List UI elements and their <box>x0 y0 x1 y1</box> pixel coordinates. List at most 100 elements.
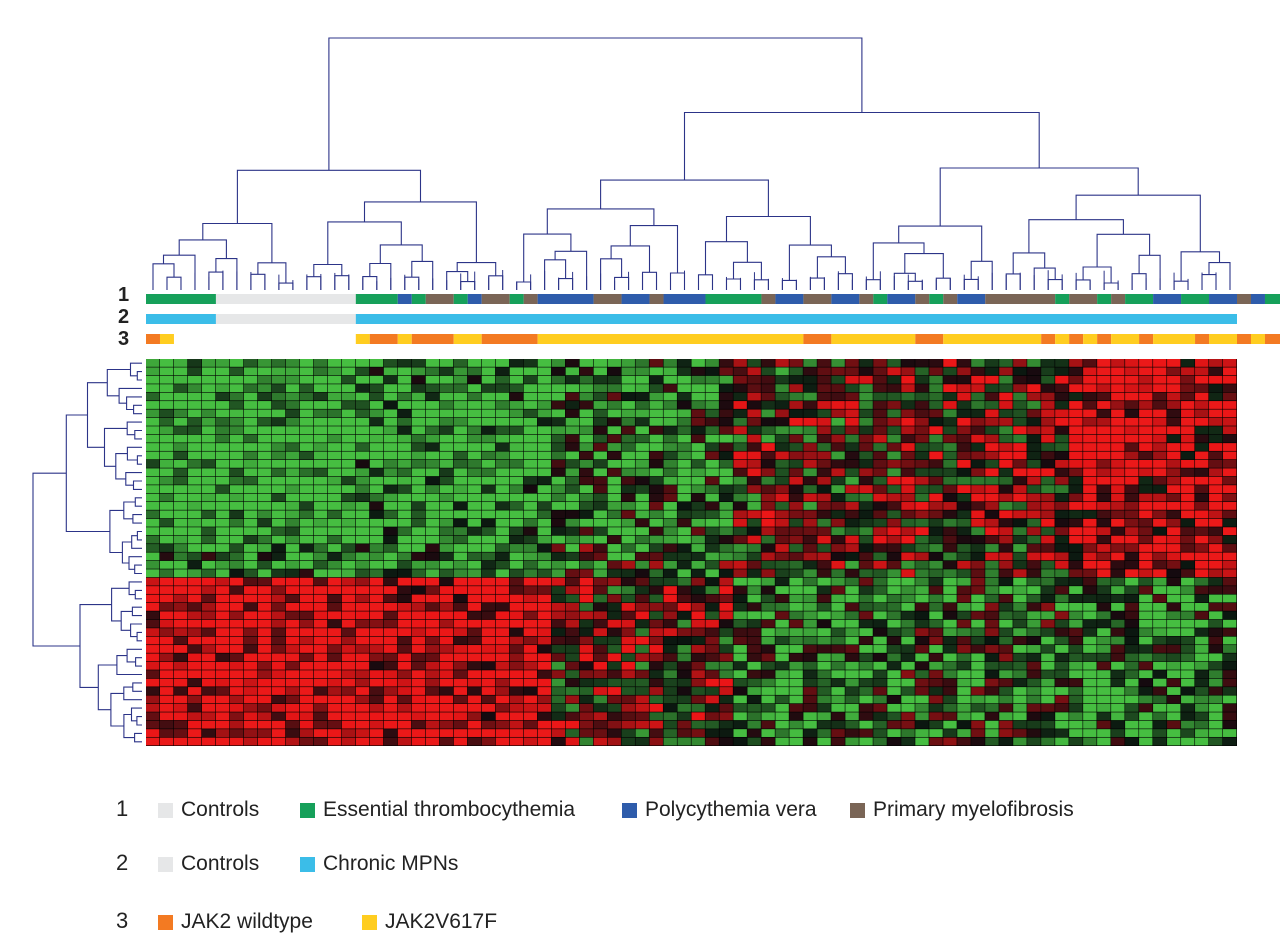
heatmap-cell <box>607 401 621 409</box>
heatmap-cell <box>691 384 705 393</box>
heatmap-cell <box>999 417 1013 426</box>
heatmap-cell <box>1181 409 1195 418</box>
heatmap-cell <box>1111 712 1125 721</box>
heatmap-cell <box>1097 602 1111 611</box>
heatmap-cell <box>355 409 370 418</box>
heatmap-cell <box>915 586 929 594</box>
heatmap-cell <box>383 729 398 737</box>
heatmap-cell <box>607 628 621 637</box>
heatmap-cell <box>789 720 803 729</box>
heatmap-cell <box>747 602 761 611</box>
heatmap-cell <box>691 535 705 544</box>
heatmap-cell <box>313 687 328 695</box>
heatmap-cell <box>971 392 985 401</box>
heatmap-cell <box>817 485 831 494</box>
heatmap-cell <box>215 602 230 611</box>
heatmap-cell <box>313 426 328 435</box>
heatmap-cell <box>397 535 412 544</box>
heatmap-cell <box>775 468 789 477</box>
heatmap-cell <box>1013 375 1027 384</box>
heatmap-cell <box>887 661 901 670</box>
heatmap-cell <box>747 485 761 494</box>
heatmap-cell <box>789 678 803 687</box>
heatmap-cell <box>663 703 677 712</box>
heatmap-cell <box>355 392 370 401</box>
heatmap-cell <box>397 544 412 552</box>
heatmap-cell <box>243 417 258 426</box>
heatmap-cell <box>453 443 468 451</box>
heatmap-cell <box>383 628 398 637</box>
heatmap-cell <box>453 544 468 552</box>
heatmap-cell <box>355 594 370 603</box>
heatmap-cell <box>579 493 593 502</box>
track-3-segment <box>537 334 804 344</box>
heatmap-cell <box>579 451 593 460</box>
heatmap-cell <box>607 720 621 729</box>
heatmap-cell <box>355 367 370 376</box>
heatmap-cell <box>285 678 300 687</box>
heatmap-cell <box>719 510 733 519</box>
heatmap-cell <box>733 712 747 721</box>
heatmap-cell <box>747 611 761 620</box>
heatmap-cell <box>761 729 775 737</box>
heatmap-cell <box>1083 468 1097 477</box>
heatmap-cell <box>761 443 775 451</box>
heatmap-cell <box>1223 510 1237 519</box>
heatmap-cell <box>943 459 957 468</box>
heatmap-cell <box>1013 434 1027 443</box>
heatmap-cell <box>705 577 719 586</box>
heatmap-cell <box>971 678 985 687</box>
heatmap-cell <box>1055 476 1069 485</box>
heatmap-cell <box>523 720 538 729</box>
heatmap-cell <box>425 653 440 662</box>
heatmap-cell <box>1027 544 1041 552</box>
heatmap-cell <box>621 459 635 468</box>
heatmap-cell <box>1083 375 1097 384</box>
heatmap-cell <box>523 451 538 460</box>
heatmap-cell <box>719 611 733 620</box>
heatmap-cell <box>929 476 943 485</box>
heatmap-cell <box>635 628 649 637</box>
heatmap-cell <box>523 434 538 443</box>
heatmap-cell <box>215 375 230 384</box>
heatmap-cell <box>1097 468 1111 477</box>
heatmap-cell <box>509 476 524 485</box>
heatmap-cell <box>887 527 901 536</box>
dendrogram-branch <box>126 421 142 436</box>
heatmap-cell <box>733 535 747 544</box>
heatmap-cell <box>187 636 202 645</box>
heatmap-cell <box>495 645 510 653</box>
heatmap-cell <box>243 619 258 628</box>
heatmap-cell <box>1013 569 1027 578</box>
heatmap-cell <box>1181 384 1195 393</box>
heatmap-cell <box>285 502 300 510</box>
heatmap-cell <box>789 544 803 552</box>
heatmap-cell <box>985 392 999 401</box>
heatmap-cell <box>607 560 621 569</box>
heatmap-cell <box>467 384 482 393</box>
heatmap-cell <box>1139 401 1153 409</box>
heatmap-cell <box>859 476 873 485</box>
heatmap-cell <box>565 619 580 628</box>
heatmap-cell <box>635 577 649 586</box>
heatmap-cell <box>803 392 817 401</box>
heatmap-cell <box>943 375 957 384</box>
heatmap-cell <box>523 384 538 393</box>
heatmap-cell <box>1153 661 1167 670</box>
heatmap-cell <box>1013 485 1027 494</box>
heatmap-cell <box>1097 670 1111 679</box>
heatmap-cell <box>971 468 985 477</box>
heatmap-cell <box>957 619 971 628</box>
heatmap-cell <box>1223 586 1237 594</box>
heatmap-cell <box>425 619 440 628</box>
heatmap-cell <box>523 527 538 536</box>
heatmap-cell <box>733 602 747 611</box>
heatmap-cell <box>705 468 719 477</box>
heatmap-cell <box>1195 729 1209 737</box>
heatmap-cell <box>1083 628 1097 637</box>
heatmap-cell <box>271 443 286 451</box>
heatmap-cell <box>859 653 873 662</box>
heatmap-cell <box>341 367 356 376</box>
heatmap-cell <box>425 426 440 435</box>
heatmap-cell <box>1181 586 1195 594</box>
